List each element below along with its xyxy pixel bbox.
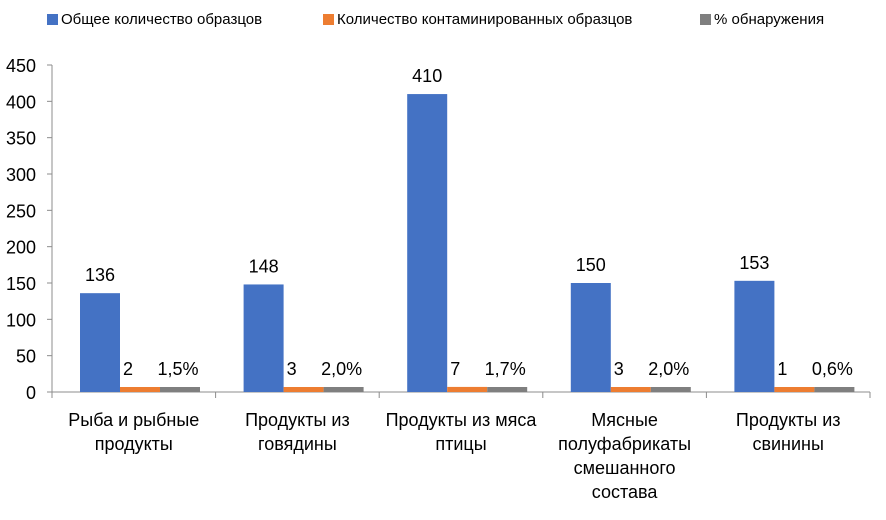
bar-s1-c4	[774, 387, 815, 392]
category-label-4-line-0: Продукты из	[736, 410, 841, 430]
bar-s2-c3	[650, 387, 691, 392]
data-label-s1-c1: 3	[287, 359, 297, 379]
legend-label-0: Общее количество образцов	[61, 11, 262, 28]
data-label-s0-c3: 150	[576, 255, 606, 275]
category-label-3-line-1: полуфабрикаты	[558, 434, 691, 454]
category-label-4-line-1: свинины	[752, 434, 824, 454]
category-label-0-line-1: продукты	[95, 434, 173, 454]
category-label-1-line-1: говядины	[258, 434, 337, 454]
category-label-1-line-0: Продукты из	[245, 410, 350, 430]
y-tick-label-8: 400	[6, 92, 36, 112]
y-tick-label-1: 50	[16, 347, 36, 367]
bar-s0-c4	[734, 280, 775, 392]
y-tick-label-0: 0	[26, 383, 36, 403]
legend-label-1: Количество контаминированных образцов	[337, 11, 632, 28]
data-label-s1-c3: 3	[614, 359, 624, 379]
bar-s1-c1	[283, 387, 324, 392]
y-tick-label-4: 200	[6, 238, 36, 258]
bar-s0-c0	[80, 293, 120, 392]
bar-s2-c0	[160, 387, 200, 392]
category-label-3-line-3: состава	[592, 482, 659, 502]
bar-s0-c2	[407, 94, 448, 393]
y-tick-label-5: 250	[6, 201, 36, 221]
bar-s1-c2	[447, 386, 488, 392]
bar-s0-c1	[243, 284, 284, 392]
legend-label-2: % обнаружения	[714, 11, 824, 28]
data-label-s2-c0: 1,5%	[157, 359, 198, 379]
category-label-2-line-0: Продукты из мяса	[386, 410, 538, 430]
category-label-0-line-0: Рыба и рыбные	[68, 410, 199, 430]
data-label-s0-c4: 153	[739, 253, 769, 273]
y-tick-label-3: 150	[6, 274, 36, 294]
data-label-s0-c1: 148	[249, 256, 279, 276]
bar-s2-c1	[323, 387, 364, 392]
y-tick-label-6: 300	[6, 165, 36, 185]
y-tick-label-7: 350	[6, 129, 36, 149]
legend-swatch-1	[323, 14, 334, 25]
category-label-3-line-0: Мясные	[591, 410, 658, 430]
bar-s1-c0	[120, 387, 160, 392]
bar-s0-c3	[570, 283, 611, 392]
bar-s1-c3	[610, 387, 651, 392]
data-label-s2-c4: 0,6%	[812, 359, 853, 379]
legend-swatch-2	[700, 14, 711, 25]
data-label-s0-c2: 410	[412, 66, 442, 86]
legend-swatch-0	[47, 14, 58, 25]
category-label-3-line-2: смешанного	[574, 458, 676, 478]
data-label-s2-c2: 1,7%	[485, 359, 526, 379]
bar-s2-c4	[814, 387, 855, 392]
data-label-s1-c0: 2	[123, 359, 133, 379]
category-label-2-line-1: птицы	[435, 434, 486, 454]
y-tick-label-2: 100	[6, 310, 36, 330]
y-tick-label-9: 450	[6, 56, 36, 76]
data-label-s1-c2: 7	[450, 359, 460, 379]
data-label-s2-c1: 2,0%	[321, 359, 362, 379]
data-label-s1-c4: 1	[777, 359, 787, 379]
data-label-s2-c3: 2,0%	[648, 359, 689, 379]
data-label-s0-c0: 136	[85, 265, 115, 285]
bar-s2-c2	[487, 387, 528, 392]
